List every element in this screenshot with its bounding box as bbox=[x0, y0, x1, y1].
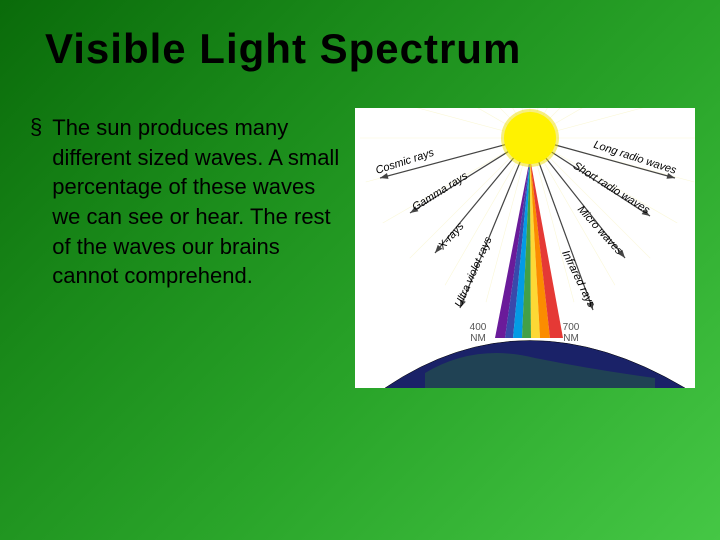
svg-text:400: 400 bbox=[470, 322, 487, 333]
svg-text:NM: NM bbox=[563, 333, 579, 344]
bullet-marker: § bbox=[30, 113, 42, 142]
svg-text:NM: NM bbox=[470, 333, 486, 344]
diagram-svg: Cosmic raysGamma raysX-raysUltra violet … bbox=[355, 108, 695, 388]
svg-text:700: 700 bbox=[563, 322, 580, 333]
spectrum-diagram: Cosmic raysGamma raysX-raysUltra violet … bbox=[355, 108, 695, 388]
bullet-text: The sun produces many different sized wa… bbox=[52, 113, 340, 291]
content-row: § The sun produces many different sized … bbox=[0, 73, 720, 388]
page-title: Visible Light Spectrum bbox=[0, 0, 720, 73]
text-column: § The sun produces many different sized … bbox=[30, 108, 340, 388]
bullet-item: § The sun produces many different sized … bbox=[30, 113, 340, 291]
